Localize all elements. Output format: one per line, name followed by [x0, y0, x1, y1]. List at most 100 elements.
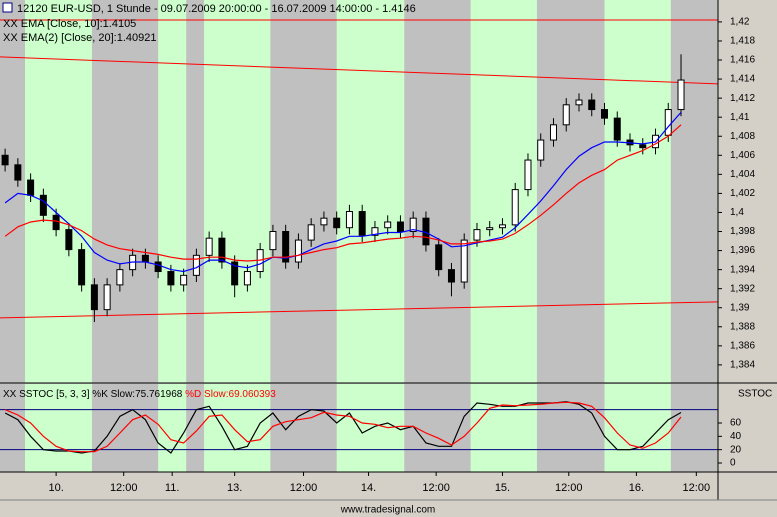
x-tick-label: 13. [227, 482, 242, 494]
x-tick-label: 12:00 [683, 482, 711, 494]
indicator-line [4, 124, 682, 262]
y-tick-label: 20 [730, 444, 742, 455]
candle-body [39, 194, 47, 216]
candle-body [435, 244, 443, 271]
y-tick-label: 1,41 [730, 112, 750, 123]
session-band [158, 384, 187, 472]
y-tick-label: 1,4 [730, 207, 744, 218]
candle-body [116, 269, 124, 286]
candle-body [269, 231, 277, 251]
y-tick-label: 1,402 [730, 188, 755, 199]
y-tick-label: 1,392 [730, 283, 755, 294]
candle-body [1, 154, 9, 166]
session-band [24, 0, 92, 383]
legend-entry: XX SSTOC [5, 3, 3] %K Slow:75.761968 %D … [3, 389, 276, 400]
x-tick-label: 12:00 [555, 482, 583, 494]
candle-body [384, 221, 392, 229]
candle-body [524, 159, 532, 191]
candle-body [664, 109, 672, 136]
x-tick-label: 12:00 [110, 482, 138, 494]
candle-body [447, 269, 455, 283]
candle-body [613, 117, 621, 141]
y-tick-label: 40 [730, 431, 742, 442]
candle-body [371, 227, 379, 236]
candle-body [498, 224, 506, 229]
y-tick-label: 1,39 [730, 302, 750, 313]
candle-body [320, 217, 328, 226]
session-band [158, 0, 187, 383]
candle-body [103, 284, 111, 311]
x-tick-label: 12:00 [290, 482, 318, 494]
x-tick-label: 16. [629, 482, 644, 494]
y-tick-label: 1,412 [730, 93, 755, 104]
indicator-line [4, 401, 682, 453]
x-tick-label: 15. [495, 482, 510, 494]
candle-body [575, 99, 583, 106]
y-tick-label: 1,418 [730, 36, 755, 47]
candle-body [52, 214, 60, 231]
legend-entry: %D Slow:69.060393 [185, 389, 276, 400]
candle-body [180, 274, 188, 286]
candle-body [358, 211, 366, 236]
session-band [604, 0, 671, 383]
session-band [204, 0, 271, 383]
candle-body [14, 164, 22, 181]
y-tick-label: 1,404 [730, 169, 755, 180]
y-tick-label: 1,396 [730, 245, 755, 256]
candle-body [78, 249, 86, 286]
chart-title: 12120 EUR-USD, 1 Stunde - 09.07.2009 20:… [17, 3, 416, 15]
indicator-line [4, 112, 682, 273]
candle-body [154, 261, 162, 273]
y-tick-label: 1,388 [730, 321, 755, 332]
candle-body [333, 217, 341, 229]
candle-body [218, 237, 226, 263]
candle-body [294, 239, 302, 263]
session-band [336, 0, 405, 383]
trend-line [0, 301, 719, 319]
panel-title: SSTOC [738, 389, 772, 400]
y-tick-label: 1,406 [730, 150, 755, 161]
candle-body [511, 189, 519, 226]
candle-body [90, 284, 98, 311]
y-tick-label: 1,386 [730, 340, 755, 351]
x-tick-label: 14. [361, 482, 376, 494]
y-tick-label: 1,384 [730, 360, 755, 371]
x-tick-label: 12:00 [422, 482, 450, 494]
session-band [470, 384, 537, 472]
candle-body [562, 104, 570, 126]
candle-body [588, 99, 596, 111]
candle-body [141, 254, 149, 263]
candle-body [205, 237, 213, 256]
candle-body [231, 261, 239, 286]
candle-body [307, 224, 315, 241]
trend-line [0, 56, 719, 85]
candle-body [243, 271, 251, 286]
y-tick-label: 1,414 [730, 74, 755, 85]
candle-body [473, 229, 481, 241]
y-tick-label: 60 [730, 418, 742, 429]
candle-body [639, 144, 647, 149]
candle-body [27, 179, 35, 196]
candle-body [65, 229, 73, 251]
candle-body [549, 124, 557, 141]
icon [2, 2, 13, 13]
footer: www.tradesignal.com [340, 505, 435, 516]
y-tick-label: 1,416 [730, 55, 755, 66]
candle-body [460, 239, 468, 283]
y-tick-label: 1,394 [730, 264, 755, 275]
candle-body [600, 109, 608, 119]
y-tick-label: 1,42 [730, 17, 750, 28]
y-tick-label: 1,408 [730, 131, 755, 142]
session-band [204, 384, 271, 472]
candle-body [409, 217, 417, 233]
legend-entry: XX EMA(2) [Close, 20]:1.40921 [3, 32, 156, 44]
x-tick-label: 10. [48, 482, 63, 494]
candle-body [677, 79, 685, 111]
y-tick-label: 1,398 [730, 226, 755, 237]
legend-entry: XX EMA [Close, 10]:1.4105 [3, 18, 136, 30]
candle-body [486, 227, 494, 231]
candle-body [537, 139, 545, 161]
candle-body [282, 231, 290, 263]
legend-entry: XX SSTOC [5, 3, 3] %K Slow:75.761968 [3, 389, 183, 400]
